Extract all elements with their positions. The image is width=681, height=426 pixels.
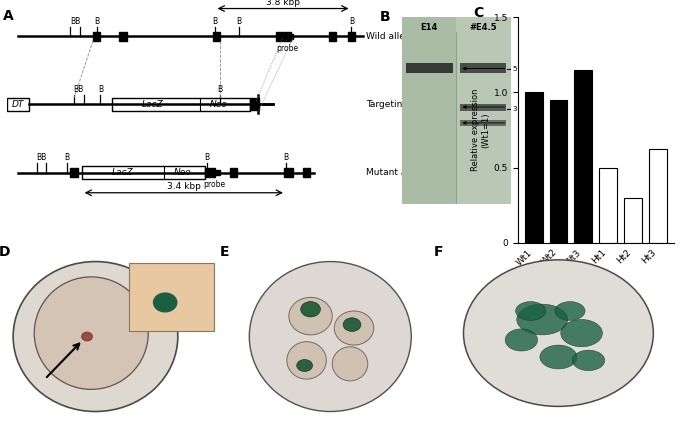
Bar <box>82 166 206 179</box>
Y-axis label: Relative expression
(Wt1=1): Relative expression (Wt1=1) <box>471 89 491 171</box>
Bar <box>303 168 311 177</box>
Text: DT: DT <box>12 100 24 109</box>
Text: B: B <box>94 17 99 26</box>
Bar <box>284 168 294 177</box>
Text: B: B <box>236 17 242 26</box>
Circle shape <box>82 332 93 341</box>
Bar <box>347 32 355 41</box>
Ellipse shape <box>555 302 585 320</box>
Ellipse shape <box>464 260 653 406</box>
Bar <box>550 100 567 243</box>
Text: BB: BB <box>70 17 80 26</box>
Ellipse shape <box>289 297 332 335</box>
Text: 3.8 kbp: 3.8 kbp <box>266 0 300 7</box>
Text: B: B <box>283 153 289 162</box>
Bar <box>7 98 29 111</box>
Bar <box>71 168 78 177</box>
Bar <box>282 34 293 39</box>
Text: Neo: Neo <box>174 168 192 177</box>
Text: Neo: Neo <box>210 100 227 109</box>
Text: E: E <box>220 245 229 259</box>
Text: LacZ: LacZ <box>112 168 133 177</box>
Ellipse shape <box>249 262 411 412</box>
Text: B: B <box>349 17 354 26</box>
Bar <box>406 63 453 73</box>
Ellipse shape <box>343 318 361 331</box>
Text: B: B <box>98 85 103 94</box>
Text: BB: BB <box>36 153 46 162</box>
Bar <box>460 104 507 111</box>
Bar <box>229 168 237 177</box>
Ellipse shape <box>297 360 313 371</box>
Text: Wild allele: Wild allele <box>366 32 413 41</box>
Text: F: F <box>433 245 443 259</box>
Text: 3.4 kbp: 3.4 kbp <box>167 182 201 191</box>
Text: D: D <box>0 245 10 259</box>
Text: B: B <box>212 17 217 26</box>
Bar <box>212 32 221 41</box>
Text: E14: E14 <box>420 23 438 32</box>
Bar <box>329 32 336 41</box>
Bar <box>209 170 219 175</box>
Bar <box>129 263 214 331</box>
Ellipse shape <box>287 342 326 379</box>
Bar <box>402 17 456 204</box>
Bar <box>93 32 101 41</box>
Ellipse shape <box>301 302 321 317</box>
Text: B: B <box>64 153 69 162</box>
Bar <box>524 92 543 243</box>
Bar <box>119 32 127 41</box>
Bar <box>575 70 592 243</box>
Ellipse shape <box>572 350 605 371</box>
Ellipse shape <box>505 329 537 351</box>
Text: Mutant allele: Mutant allele <box>366 168 426 177</box>
Bar <box>112 98 251 111</box>
Text: LacZ: LacZ <box>142 100 163 109</box>
Text: #E4.5: #E4.5 <box>470 23 497 32</box>
Ellipse shape <box>332 347 368 381</box>
Ellipse shape <box>34 277 148 389</box>
Text: Targeting construct: Targeting construct <box>366 100 454 109</box>
Ellipse shape <box>516 302 545 320</box>
Text: B: B <box>218 85 223 94</box>
Text: 3 kbp: 3 kbp <box>513 106 533 112</box>
Text: BB: BB <box>74 85 84 94</box>
Bar <box>599 167 617 243</box>
Bar <box>460 63 507 73</box>
Ellipse shape <box>540 345 577 369</box>
Ellipse shape <box>517 304 568 335</box>
Bar <box>624 198 642 243</box>
Bar <box>206 168 215 177</box>
Text: A: A <box>3 9 14 23</box>
Text: probe: probe <box>203 180 225 189</box>
Bar <box>460 120 507 126</box>
Text: B: B <box>204 153 210 162</box>
Ellipse shape <box>334 311 374 345</box>
Bar <box>276 32 291 41</box>
Ellipse shape <box>13 262 178 412</box>
Bar <box>251 98 259 110</box>
Text: C: C <box>474 6 484 20</box>
Bar <box>649 150 667 243</box>
Text: 5 kbp: 5 kbp <box>513 66 533 72</box>
Text: probe: probe <box>276 43 298 53</box>
Ellipse shape <box>560 320 603 347</box>
Circle shape <box>153 293 177 312</box>
Text: B: B <box>380 9 391 23</box>
